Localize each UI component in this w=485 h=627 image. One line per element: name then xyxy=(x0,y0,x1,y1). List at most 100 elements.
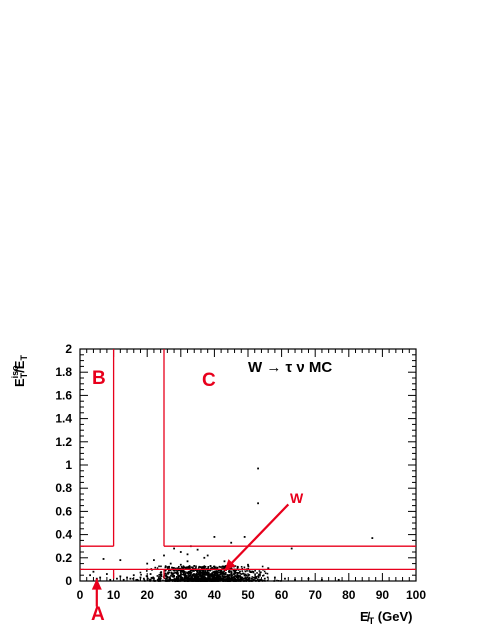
cut-lines xyxy=(80,349,416,579)
data-point xyxy=(166,566,169,568)
data-point xyxy=(259,571,262,574)
data-point xyxy=(254,573,256,576)
data-point xyxy=(225,565,227,567)
data-point xyxy=(233,573,235,575)
data-point xyxy=(191,575,194,577)
data-point xyxy=(205,580,208,582)
data-point xyxy=(168,571,170,574)
data-point xyxy=(194,567,196,570)
data-point xyxy=(181,571,184,573)
data-point xyxy=(174,578,177,580)
data-point xyxy=(207,566,209,569)
data-point xyxy=(321,578,323,581)
data-point xyxy=(200,575,202,578)
data-point xyxy=(145,570,148,572)
data-point xyxy=(192,578,195,581)
data-point xyxy=(199,571,202,574)
y-axis-ticks xyxy=(80,348,416,582)
data-point xyxy=(183,577,186,579)
data-point xyxy=(175,575,178,578)
data-point xyxy=(213,577,215,580)
data-point xyxy=(248,580,251,582)
data-point xyxy=(190,571,192,574)
data-point xyxy=(136,578,139,581)
data-point xyxy=(239,580,242,582)
y-tick-label: 0.8 xyxy=(55,481,72,495)
data-point xyxy=(102,558,105,560)
data-point xyxy=(257,467,259,470)
data-point xyxy=(211,572,213,574)
data-point xyxy=(215,570,218,572)
data-point xyxy=(208,580,211,582)
data-point xyxy=(150,576,153,579)
data-point xyxy=(197,575,199,578)
data-point xyxy=(174,567,177,570)
data-point xyxy=(193,570,195,572)
data-point xyxy=(204,578,206,581)
data-point xyxy=(191,579,193,582)
data-point xyxy=(219,577,221,579)
data-point xyxy=(254,579,256,582)
data-point xyxy=(235,579,238,582)
x-tick-label: 0 xyxy=(77,588,84,602)
data-point xyxy=(145,575,148,577)
data-point xyxy=(226,579,229,582)
data-point xyxy=(228,574,231,576)
data-point xyxy=(214,579,217,581)
data-point xyxy=(156,575,159,577)
data-point xyxy=(185,575,188,577)
data-point xyxy=(179,579,182,581)
data-point xyxy=(191,578,193,581)
region-label-b: B xyxy=(92,368,106,389)
data-point xyxy=(206,579,209,581)
data-point xyxy=(149,573,152,575)
data-point xyxy=(165,577,168,580)
data-point xyxy=(219,578,221,580)
data-point xyxy=(189,566,191,568)
x-axis-title-tail: (GeV) xyxy=(374,609,412,624)
data-point xyxy=(213,578,216,581)
data-point xyxy=(261,565,264,568)
data-point xyxy=(194,574,197,576)
data-point xyxy=(160,571,163,574)
data-point xyxy=(158,577,161,580)
data-point xyxy=(183,574,185,577)
data-point xyxy=(224,578,226,580)
data-point xyxy=(164,565,167,567)
data-point xyxy=(255,576,258,578)
data-point xyxy=(240,573,243,575)
data-point xyxy=(227,577,230,579)
data-point xyxy=(211,573,213,575)
data-point xyxy=(213,567,216,570)
y-axis-title-main: E xyxy=(12,378,27,387)
data-point xyxy=(202,571,204,573)
data-point xyxy=(177,577,180,580)
data-point xyxy=(228,569,230,572)
data-point xyxy=(186,578,188,581)
data-point xyxy=(146,562,149,565)
x-axis-title: E̸T (GeV) xyxy=(360,609,412,626)
data-point xyxy=(168,577,171,580)
data-point xyxy=(198,579,201,581)
data-point xyxy=(224,567,226,569)
data-point xyxy=(197,577,199,580)
data-point xyxy=(201,567,204,569)
data-point xyxy=(191,576,193,578)
x-tick-label: 50 xyxy=(241,588,255,602)
data-point xyxy=(247,563,249,566)
data-point xyxy=(228,578,231,581)
data-point xyxy=(160,575,162,577)
data-point xyxy=(230,573,233,575)
data-point xyxy=(186,553,189,556)
data-point xyxy=(224,575,227,578)
data-point xyxy=(219,566,222,568)
data-point xyxy=(221,575,224,578)
data-point xyxy=(188,572,190,575)
data-point xyxy=(223,574,226,576)
data-point xyxy=(180,573,182,576)
data-point xyxy=(242,572,244,575)
data-point xyxy=(220,566,223,568)
data-point xyxy=(179,563,182,566)
data-point xyxy=(231,578,234,580)
data-point xyxy=(169,569,172,571)
